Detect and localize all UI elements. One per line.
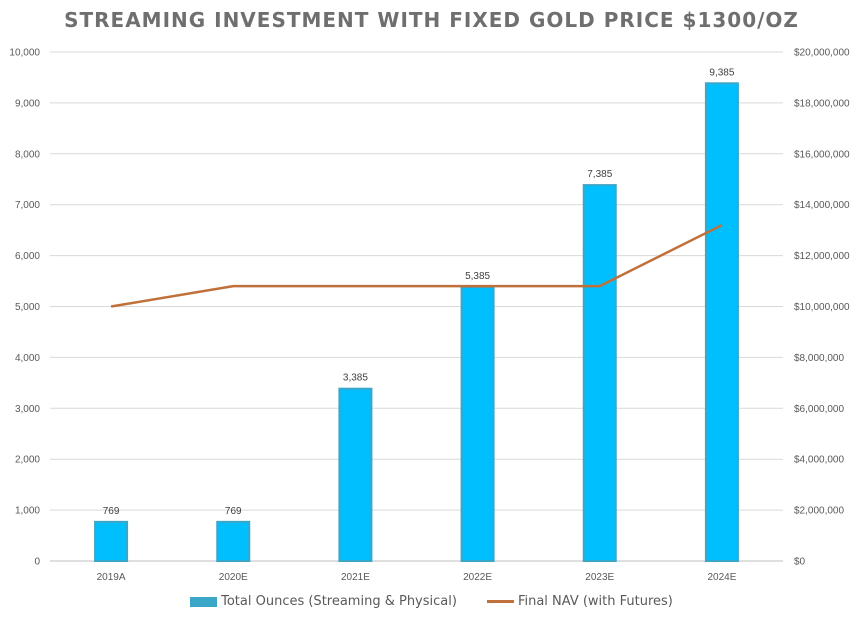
y-left-tick-label: 0 <box>34 557 40 568</box>
x-tick-label: 2023E <box>585 572 614 583</box>
chart-title: STREAMING INVESTMENT WITH FIXED GOLD PRI… <box>64 8 799 32</box>
x-tick-label: 2020E <box>219 572 248 583</box>
bar-2021E <box>338 387 373 562</box>
legend-item-nav: Final NAV (with Futures) <box>486 594 673 609</box>
y-left-tick-label: 2,000 <box>15 455 40 466</box>
x-tick-label: 2021E <box>341 572 370 583</box>
y-left-tick-label: 3,000 <box>15 404 40 415</box>
y-left-tick-label: 8,000 <box>15 149 40 160</box>
bar-2022E <box>460 285 495 562</box>
y-left-tick-label: 6,000 <box>15 251 40 262</box>
y-right-tick-label: $12,000,000 <box>794 251 850 262</box>
legend-label-nav: Final NAV (with Futures) <box>517 594 673 609</box>
data-labels: 769 769 3,385 5,385 7,385 9,385 <box>103 67 735 517</box>
y-right-tick-label: $2,000,000 <box>794 506 844 517</box>
y-right-tick-label: $20,000,000 <box>794 48 850 59</box>
y-left-tick-label: 5,000 <box>15 302 40 313</box>
gridlines <box>50 51 783 562</box>
line-series <box>110 223 723 308</box>
y-right-tick-label: $16,000,000 <box>794 149 850 160</box>
x-tick-label: 2022E <box>463 572 492 583</box>
y-right-tick-label: $4,000,000 <box>794 455 844 466</box>
bar-2023E <box>582 184 617 563</box>
y-left-tick-label: 10,000 <box>9 48 40 59</box>
y-right-tick-label: $18,000,000 <box>794 98 850 109</box>
bar-data-label: 7,385 <box>587 169 612 180</box>
bar-data-label: 769 <box>103 506 120 517</box>
y-right-tick-label: $8,000,000 <box>794 353 844 364</box>
bar-series <box>94 82 739 563</box>
y-left-tick-label: 4,000 <box>15 353 40 364</box>
y-right-tick-label: $6,000,000 <box>794 404 844 415</box>
y-left-tick-label: 7,000 <box>15 200 40 211</box>
bar-data-label: 5,385 <box>465 271 490 282</box>
nav-line <box>110 223 723 308</box>
legend-item-ounces: Total Ounces (Streaming & Physical) <box>190 594 457 609</box>
bar-data-label: 9,385 <box>709 67 734 78</box>
bar-data-label: 3,385 <box>343 373 368 384</box>
legend-swatch-bar <box>190 596 218 607</box>
y-left-tick-label: 9,000 <box>15 98 40 109</box>
legend: Total Ounces (Streaming & Physical) Fina… <box>0 594 863 609</box>
x-tick-label: 2024E <box>707 572 736 583</box>
y-left-tick-label: 1,000 <box>15 506 40 517</box>
y-right-tick-label: $10,000,000 <box>794 302 850 313</box>
bar-2024E <box>704 82 739 562</box>
bar-2019A <box>94 520 129 563</box>
legend-swatch-line <box>486 600 514 603</box>
axes: 0 $0 1,000 $2,000,000 2,000 $4,000,000 3,000 $6… <box>9 48 850 584</box>
legend-label-ounces: Total Ounces (Streaming & Physical) <box>221 594 457 609</box>
bar-2020E <box>216 520 251 563</box>
bar-data-label: 769 <box>225 506 242 517</box>
x-tick-label: 2019A <box>97 572 126 583</box>
y-right-tick-label: $14,000,000 <box>794 200 850 211</box>
y-right-tick-label: $0 <box>794 557 806 568</box>
